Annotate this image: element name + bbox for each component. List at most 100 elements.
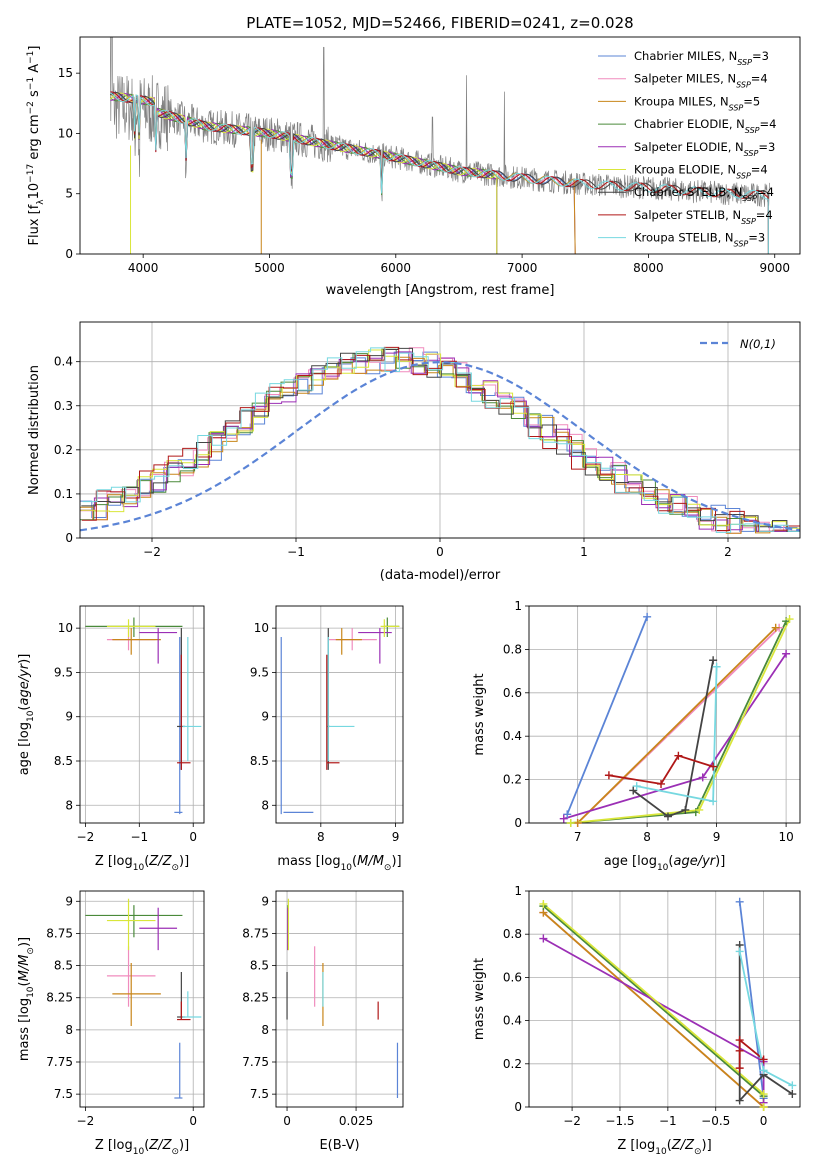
age-vs-z-xlabel-part: ( [144,854,149,869]
weight-marker-kroupa-elodie [785,615,794,624]
mass-vs-z-ylabel-part: M/M [17,955,32,982]
legend-nssp-value: =4 [760,117,777,131]
model-line-kroupa-elodie [110,92,498,254]
mass-vs-z-ylabel-part: mass [log [17,998,32,1061]
age_vs_mass-axes: 8 9 8 8.5 9 9.5 10 [250,605,404,844]
age_vs_Z-ytick-label: 10 [58,621,73,635]
legend-subscript: SSP [745,126,760,135]
age_vs_mass-ytick-label: 8 [261,798,269,812]
weight-marker-kroupa-stelib [709,797,718,806]
spectrum-ytick-label: 5 [65,187,73,201]
mass-vs-z-xlabel-part: Z/Z [148,1138,172,1153]
residuals-axes: −2 −1 0 1 2 0 0.1 0.2 0.3 0.4 [54,321,801,559]
residuals-xtick-label: −2 [143,545,161,559]
weight_vs_Z-xtick-label: −2 [563,1114,581,1128]
mass_vs_Z-ytick-label: 7.75 [46,1055,73,1069]
weight-line-salpeter-stelib [738,1038,765,1069]
legend-series-name: Kroupa STELIB, N [634,231,734,245]
weight-marker-kroupa-stelib [735,947,744,956]
mass_vs_Z-xtick-label: 0 [189,1114,197,1128]
residuals-xtick-label: 1 [580,545,588,559]
mass-vs-z-xlabel-part: Z [log [95,1138,133,1153]
age_vs_Z-grid [80,606,204,823]
age_vs_Z-xtick-label: −2 [77,830,95,844]
errorbar-chabrier-elodie [85,905,183,938]
weight-marker-chabrier-miles [643,612,652,621]
weight_vs_age-frame [528,605,801,824]
weight_vs_age-ytick-label: 0.2 [503,773,522,787]
legend-label-kroupa-stelib: Kroupa STELIB, NSSP=3 [634,231,765,249]
spectrum-ylabel: Flux [fλ10−17 erg cm−2 s−1 A−1] [26,46,46,246]
legend-nssp-value: =4 [751,72,768,86]
mass-vs-z-ylabel-part: ( [17,981,32,986]
legend-nssp-value: =3 [748,231,765,245]
mass_vs_Z-grid [80,891,204,1107]
mass_vs_Z-ytick-label: 7.5 [54,1087,73,1101]
age-vs-z-xlabel-part: 10 [133,863,145,873]
weight-vs-age-xlabel-part: age [log [604,854,657,869]
weight-marker-kroupa-elodie [759,1090,768,1099]
residual-histogram-salpeter-elodie [80,351,800,532]
legend-series-name: Kroupa MILES, N [634,94,729,108]
weight-line-salpeter-stelib [608,754,714,785]
weight-marker-salpeter-stelib [735,1064,744,1073]
weight-vs-age-xlabel-part: ( [668,854,673,869]
age-vs-z-ylabel-part: 10 [26,710,36,722]
errorbar-kroupa-elodie [106,898,156,951]
weight-marker-kroupa-elodie [759,1103,768,1111]
mass_vs_EBV-ytick-label: 8.75 [242,926,269,940]
spectrum-ylabel-part: Flux [f [27,204,42,245]
mass_vs_EBV-plot-area [286,898,399,1098]
weight-marker-chabrier-miles [735,897,744,906]
errorbar-kroupa-miles [112,628,161,655]
spectrum-xtick-label: 4000 [128,261,159,275]
spectrum-ytick-label: 15 [58,66,73,80]
legend-series-name: Salpeter STELIB, N [634,208,741,222]
mass-vs-z-xlabel: Z [log10(Z/Z⊙)] [95,1138,189,1157]
weight_vs_Z-ytick-label: 0.6 [503,970,522,984]
residual-histogram-kroupa-miles [80,356,799,534]
age_vs_mass-ytick-label: 9 [261,710,269,724]
weight_vs_Z-ytick-label: 1 [514,884,522,898]
model-line-salpeter-elodie [110,93,498,254]
weight_vs_Z-ytick-label: 0 [514,1100,522,1114]
legend-subscript: SSP [736,171,751,180]
errorbar-salpeter-elodie [358,628,392,664]
weight_vs_age-ytick-label: 1 [514,599,522,613]
weight_vs_age-grid [529,605,800,824]
errorbar-salpeter-elodie [139,907,178,951]
spectrum-axes: 4000 5000 6000 7000 8000 9000 0 5 10 15 [58,36,801,275]
age_vs_Z-frame [79,605,205,824]
weight_vs_age-ylabel: mass weight [472,673,487,755]
age-vs-mass-xlabel-part: mass [log [277,854,340,869]
errorbar-chabrier-miles [174,637,183,815]
legend-series-name: Chabrier STELIB, N [634,185,742,199]
weight_vs_age-ytick-label: 0 [514,816,522,830]
weight_vs_Z-frame [528,890,801,1108]
age_vs_mass-xtick-label: 9 [392,830,400,844]
legend-label-chabrier-miles: Chabrier MILES, NSSP=3 [634,49,769,67]
age-vs-mass-xlabel-part: ⊙ [384,863,392,873]
age-vs-z-ylabel-part: ( [17,706,32,711]
weight-marker-chabrier-miles [563,810,572,819]
mass_vs_Z-frame [79,890,205,1108]
age-vs-z-xlabel-part: Z/Z [148,854,172,869]
legend-nssp-value: =5 [743,94,760,108]
residual-histogram-salpeter-stelib [81,346,800,532]
weight-marker-kroupa-stelib [788,1081,797,1090]
weight-marker-salpeter-elodie [539,934,548,943]
age-vs-z-xlabel-part: )] [179,854,189,869]
weight-vs-z-xlabel-part: ( [667,1138,672,1153]
weight-vs-z-xlabel-part: Z [log [617,1138,655,1153]
age-vs-z-ylabel-part: )] [17,654,32,664]
age_vs_mass-ytick-label: 8.5 [250,754,269,768]
weight_vs_age-ytick-label: 0.8 [503,642,522,656]
errorbar-salpeter-stelib [177,654,191,770]
residual-histogram-kroupa-elodie [80,349,800,529]
weight-marker-salpeter-stelib [735,1036,744,1045]
residuals-xtick-label: 0 [436,545,444,559]
residuals-ytick-label: 0.4 [54,355,73,369]
spectrum-ylabel-part: s [27,90,42,101]
legend-nssp-value: =3 [752,49,769,63]
weight_vs_Z-grid [529,890,800,1108]
